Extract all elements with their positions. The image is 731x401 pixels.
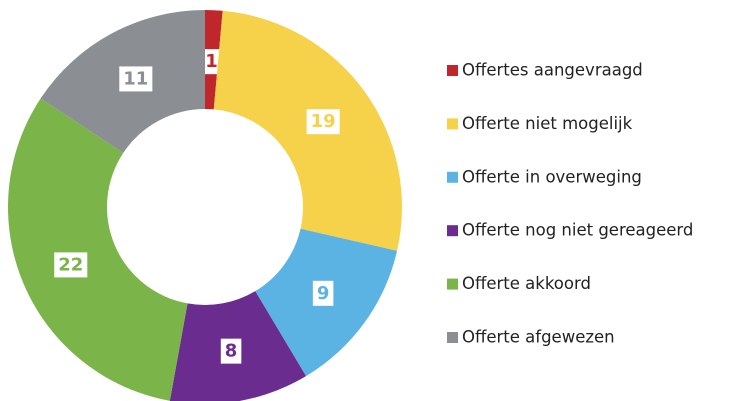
data-label: 22 [58, 254, 83, 275]
data-label: 11 [123, 68, 148, 89]
data-label: 8 [225, 341, 238, 362]
data-label: 19 [311, 111, 336, 132]
legend-swatch [447, 278, 458, 290]
legend-label: Offerte afgewezen [462, 328, 615, 347]
legend-label: Offerte akkoord [462, 274, 591, 293]
data-label: 9 [317, 283, 330, 304]
data-label-box [306, 109, 340, 135]
data-label-box [220, 338, 242, 364]
legend-swatch [447, 118, 458, 130]
legend-label: Offerte niet mogelijk [462, 114, 633, 133]
legend-label: Offerte nog niet gereageerd [462, 221, 693, 240]
slice [7, 98, 188, 401]
data-label-box [312, 280, 334, 306]
legend-swatch [447, 65, 458, 76]
legend-label: Offerte in overweging [462, 167, 642, 186]
data-label-box [201, 49, 222, 75]
data-label-box [119, 66, 153, 92]
legend-swatch [447, 171, 458, 183]
legend-label: Offertes aangevraagd [462, 61, 643, 80]
data-label: 1 [205, 51, 218, 72]
legend-swatch [447, 225, 458, 237]
data-label-box [54, 252, 88, 278]
legend-swatch [447, 332, 458, 343]
